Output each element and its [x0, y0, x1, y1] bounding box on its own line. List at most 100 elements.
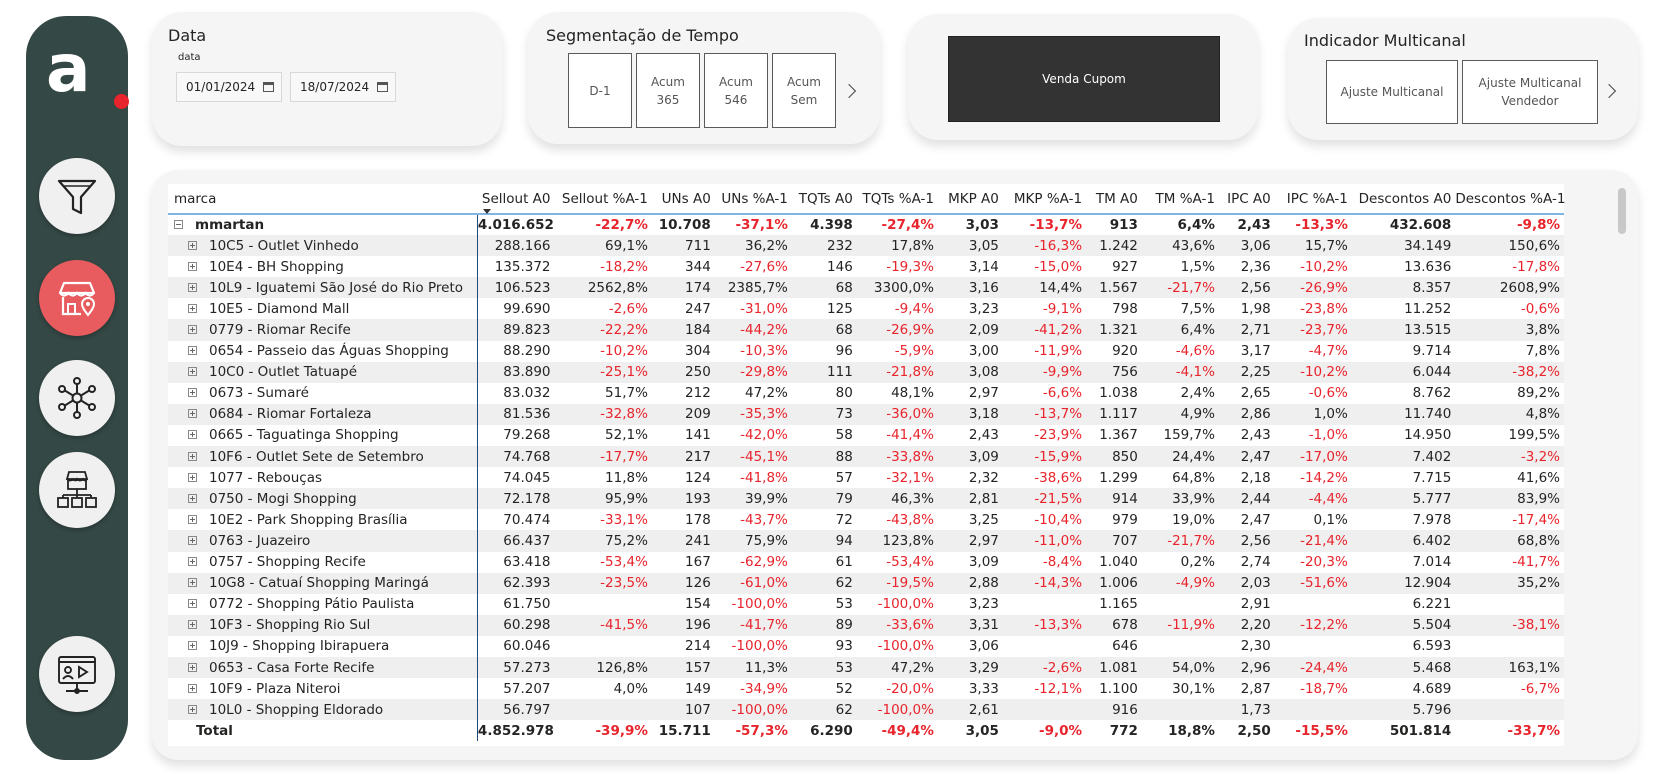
- calendar-icon[interactable]: [377, 82, 388, 92]
- expand-icon[interactable]: [188, 683, 197, 693]
- column-header[interactable]: TQTs A0: [791, 184, 857, 215]
- cell-value: 212: [685, 385, 711, 402]
- nav-hierarchy-button[interactable]: [39, 452, 115, 528]
- column-header[interactable]: Sellout A0: [477, 184, 555, 215]
- end-date-input[interactable]: 18/07/2024: [290, 72, 396, 102]
- column-header-label: MKP A0: [948, 190, 999, 207]
- cell-value: 14.950: [1404, 427, 1452, 444]
- column-header[interactable]: TM %A-1: [1141, 184, 1219, 215]
- cell-value: 10.708: [658, 217, 711, 234]
- cell-value: 3,00: [968, 343, 999, 360]
- table-row: 0750 - Mogi Shopping 72.178 95,9% 193 39,9% 7…: [168, 488, 1564, 510]
- column-header[interactable]: Sellout %A-1: [554, 184, 652, 215]
- venda-cupom-button[interactable]: Venda Cupom: [948, 36, 1220, 122]
- table-cell: 707: [1086, 530, 1142, 552]
- expand-icon[interactable]: [188, 493, 197, 503]
- nav-presentation-button[interactable]: [39, 636, 115, 712]
- expand-icon[interactable]: [188, 514, 197, 524]
- table-cell: 1.081: [1086, 656, 1142, 679]
- table-cell: 107: [651, 699, 715, 721]
- table-cell: 927: [1086, 256, 1142, 277]
- cell-value: 4.016.652: [477, 217, 554, 234]
- cell-value: 61.750: [503, 596, 551, 613]
- seg-button-acumsem[interactable]: Acum Sem: [772, 53, 836, 128]
- cell-value: 11.252: [1404, 300, 1452, 317]
- cell-value: 83.032: [503, 385, 551, 402]
- expand-icon[interactable]: [188, 557, 197, 567]
- seg-button-acum365[interactable]: Acum 365: [636, 53, 700, 128]
- expand-icon[interactable]: [188, 599, 197, 609]
- expand-icon[interactable]: [188, 325, 197, 335]
- cell-value: 89,2%: [1517, 385, 1560, 402]
- start-date-input[interactable]: 01/01/2024: [176, 72, 282, 102]
- seg-button-acum546[interactable]: Acum 546: [704, 53, 768, 128]
- column-header[interactable]: TQTs %A-1: [856, 184, 938, 215]
- expand-icon[interactable]: [188, 620, 197, 630]
- cell-value: 1,98: [1240, 300, 1271, 317]
- table-cell: 174: [651, 277, 715, 299]
- table-cell: -6,6%: [1003, 383, 1086, 404]
- column-header[interactable]: MKP %A-1: [1002, 184, 1087, 215]
- cell-value: 60.298: [503, 617, 551, 634]
- column-header[interactable]: IPC %A-1: [1274, 184, 1352, 215]
- table-cell: 2,91: [1219, 594, 1275, 615]
- expand-icon[interactable]: [188, 451, 197, 461]
- expand-icon[interactable]: [188, 704, 197, 714]
- chevron-right-icon[interactable]: [841, 83, 857, 99]
- expand-icon[interactable]: [188, 662, 197, 672]
- column-header[interactable]: UNs A0: [651, 184, 715, 215]
- table-cell: 62: [791, 699, 857, 721]
- cell-value: 4.398: [810, 217, 853, 234]
- expand-icon[interactable]: [188, 282, 197, 292]
- table-cell: 18,8%: [1142, 720, 1219, 741]
- column-header[interactable]: MKP A0: [937, 184, 1003, 215]
- expand-icon[interactable]: [188, 261, 197, 271]
- cell-value: -4,9%: [1175, 575, 1215, 592]
- column-header[interactable]: TM A0: [1086, 184, 1142, 215]
- expand-icon[interactable]: [188, 240, 197, 250]
- column-header[interactable]: IPC A0: [1218, 184, 1275, 215]
- expand-icon[interactable]: [188, 472, 197, 482]
- expand-icon[interactable]: [188, 430, 197, 440]
- ajuste-multicanal-vendedor-button[interactable]: Ajuste Multicanal Vendedor: [1462, 60, 1598, 124]
- cell-value: 1.321: [1099, 322, 1138, 339]
- collapse-icon[interactable]: [174, 220, 183, 230]
- table-cell: 33,9%: [1141, 488, 1219, 510]
- column-header[interactable]: UNs %A-1: [714, 184, 792, 215]
- cell-value: -100,0%: [877, 596, 934, 613]
- expand-icon[interactable]: [188, 535, 197, 545]
- table-cell: [555, 594, 652, 615]
- column-header[interactable]: Descontos %A-1: [1455, 184, 1565, 215]
- expand-icon[interactable]: [188, 641, 197, 651]
- vertical-scrollbar[interactable]: [1618, 188, 1626, 234]
- table-cell: 2,43: [938, 425, 1003, 446]
- cell-value: 0,2%: [1180, 554, 1215, 571]
- chevron-right-icon[interactable]: [1601, 83, 1617, 99]
- column-header-label: Descontos A0: [1358, 190, 1452, 207]
- sort-desc-icon[interactable]: [483, 209, 492, 214]
- column-header-label: marca: [174, 190, 217, 207]
- table-cell: 1,73: [1218, 699, 1275, 721]
- ajuste-multicanal-button[interactable]: Ajuste Multicanal: [1326, 60, 1458, 124]
- table-cell: 2,50: [1219, 720, 1275, 741]
- cell-value: 53: [835, 659, 853, 676]
- calendar-icon[interactable]: [263, 82, 274, 92]
- expand-icon[interactable]: [188, 388, 197, 398]
- nav-filter-button[interactable]: [39, 158, 115, 234]
- expand-icon[interactable]: [188, 409, 197, 419]
- expand-icon[interactable]: [188, 367, 197, 377]
- column-header[interactable]: Descontos A0: [1351, 184, 1456, 215]
- column-header[interactable]: marca: [168, 184, 478, 215]
- nav-stores-button[interactable]: [39, 260, 115, 336]
- nav-network-button[interactable]: [39, 360, 115, 436]
- table-cell: 2,96: [1218, 656, 1275, 679]
- table-cell: 0,1%: [1275, 509, 1352, 530]
- cell-value: -38,2%: [1512, 364, 1560, 381]
- seg-button-d1[interactable]: D-1: [568, 53, 632, 128]
- table-cell: 4.398: [792, 214, 857, 235]
- expand-icon[interactable]: [188, 303, 197, 313]
- table-cell: [1002, 699, 1087, 721]
- expand-icon[interactable]: [188, 578, 197, 588]
- expand-icon[interactable]: [188, 346, 197, 356]
- cell-value: -33,1%: [600, 511, 648, 528]
